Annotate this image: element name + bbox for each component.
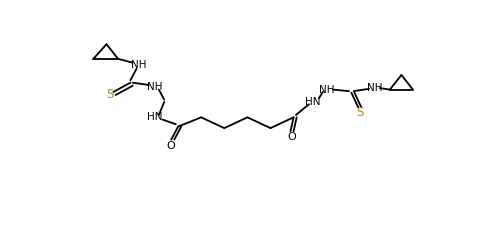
Text: NH: NH: [319, 85, 334, 95]
Text: HN: HN: [147, 112, 163, 122]
Text: S: S: [107, 88, 114, 101]
Text: S: S: [356, 106, 364, 119]
Text: NH: NH: [131, 60, 146, 70]
Text: NH: NH: [147, 81, 163, 91]
Text: HN: HN: [305, 97, 320, 107]
Text: O: O: [167, 141, 176, 151]
Text: O: O: [288, 132, 296, 142]
Text: NH: NH: [367, 83, 382, 93]
